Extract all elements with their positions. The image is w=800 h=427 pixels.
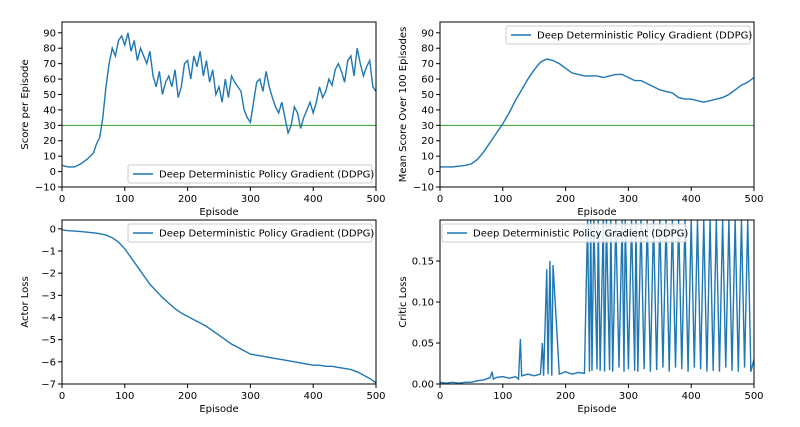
series-line-1: [62, 32, 376, 168]
y-tick-label: 60: [421, 75, 434, 86]
axes-frame: [61, 219, 377, 385]
y-tick-label: 20: [421, 136, 434, 147]
y-tick-label: 10: [43, 152, 56, 163]
x-tick-label: 100: [493, 391, 512, 402]
y-tick-label: −10: [35, 183, 56, 194]
legend: Deep Deterministic Policy Gradient (DDPG…: [127, 223, 374, 243]
series-line-1: [440, 58, 754, 168]
legend-box: [505, 25, 751, 45]
axes-frame: [61, 21, 377, 188]
legend: Deep Deterministic Policy Gradient (DDPG…: [505, 25, 752, 45]
chart-panel-4: 0 100 200 300 400 500 0.00 0.05 0.10 0.15 Episode C…: [398, 219, 764, 415]
y-tick-label: 0: [50, 224, 56, 235]
y-tick-label: 30: [421, 121, 434, 132]
chart-panel-3: 0 100 200 300 400 500 −7 −6 −5 −4 −3 −2 −1 0 Episode Ac…: [20, 219, 386, 415]
x-tick-label: 300: [241, 194, 260, 205]
y-tick-label: 50: [43, 90, 56, 101]
y-tick-label: 50: [421, 90, 434, 101]
y-tick-label: 80: [43, 44, 56, 55]
x-axis-label: Episode: [199, 207, 238, 218]
y-tick-label: 0.05: [412, 339, 434, 350]
x-tick-label: 500: [744, 194, 763, 205]
x-tick-label: 100: [493, 194, 512, 205]
x-tick-label: 0: [437, 391, 443, 402]
y-axis-label: Score per Episode: [20, 59, 31, 149]
legend: Deep Deterministic Policy Gradient (DDPG…: [441, 223, 688, 243]
x-tick-label: 200: [556, 194, 575, 205]
chart-panel-1: 0 100 200 300 400 500−100102030405060708090Ep…: [20, 21, 386, 218]
x-tick-label: 100: [115, 391, 134, 402]
x-tick-label: 200: [556, 391, 575, 402]
y-axis-label: Actor Loss: [20, 276, 31, 327]
legend-entry: Deep Deterministic Policy Gradient (DDPG…: [159, 170, 374, 181]
x-tick-label: 400: [304, 391, 323, 402]
y-axis-label: Critic Loss: [398, 276, 409, 327]
y-tick-label: 40: [421, 105, 434, 116]
legend-box: [441, 223, 687, 243]
legend-box: [127, 164, 373, 184]
x-tick-label: 0: [437, 194, 443, 205]
x-tick-label: 300: [619, 391, 638, 402]
x-tick-label: 200: [178, 194, 197, 205]
y-tick-label: −4: [41, 313, 56, 324]
x-tick-label: 500: [366, 194, 385, 205]
y-tick-label: −5: [41, 335, 56, 346]
legend-entry: Deep Deterministic Policy Gradient (DDPG…: [473, 229, 688, 240]
x-tick-label: 200: [178, 391, 197, 402]
y-tick-label: 10: [421, 152, 434, 163]
x-tick-label: 300: [619, 194, 638, 205]
x-tick-label: 0: [59, 194, 65, 205]
x-axis-label: Episode: [577, 207, 616, 218]
y-tick-label: 0.10: [412, 298, 434, 309]
series-line-1: [62, 229, 376, 384]
x-tick-label: 300: [241, 391, 260, 402]
y-tick-label: 60: [43, 75, 56, 86]
legend-box: [127, 223, 373, 243]
y-tick-label: 90: [43, 28, 56, 39]
x-tick-label: 400: [304, 194, 323, 205]
legend: Deep Deterministic Policy Gradient (DDPG…: [127, 164, 374, 184]
y-tick-label: −3: [41, 291, 56, 302]
x-tick-label: 500: [744, 391, 763, 402]
y-tick-label: 0: [50, 167, 56, 178]
x-tick-label: 400: [682, 391, 701, 402]
axes-frame: [439, 21, 755, 188]
y-tick-label: 20: [43, 136, 56, 147]
y-tick-label: 90: [421, 28, 434, 39]
y-tick-label: −6: [41, 357, 56, 368]
y-tick-label: 80: [421, 44, 434, 55]
y-tick-label: −10: [413, 183, 434, 194]
y-axis-label: Mean Score Over 100 Episodes: [398, 27, 409, 183]
y-tick-label: −2: [41, 269, 56, 280]
y-tick-label: 0.00: [412, 380, 434, 391]
chart-panel-2: 0 100 200 300 400 500−100102030405060708090Ep…: [398, 21, 764, 218]
series-line-1: [440, 220, 754, 384]
legend-entry: Deep Deterministic Policy Gradient (DDPG…: [537, 31, 752, 42]
y-tick-label: −1: [41, 247, 56, 258]
legend-entry: Deep Deterministic Policy Gradient (DDPG…: [159, 229, 374, 240]
y-tick-label: 40: [43, 105, 56, 116]
y-tick-label: 0: [428, 167, 434, 178]
x-tick-label: 0: [59, 391, 65, 402]
x-tick-label: 500: [366, 391, 385, 402]
x-tick-label: 400: [682, 194, 701, 205]
y-tick-label: 0.15: [412, 257, 434, 268]
x-axis-label: Episode: [577, 404, 616, 415]
x-tick-label: 100: [115, 194, 134, 205]
y-tick-label: 70: [43, 59, 56, 70]
y-tick-label: −7: [41, 380, 56, 391]
x-axis-label: Episode: [199, 404, 238, 415]
y-tick-label: 30: [43, 121, 56, 132]
y-tick-label: 70: [421, 59, 434, 70]
